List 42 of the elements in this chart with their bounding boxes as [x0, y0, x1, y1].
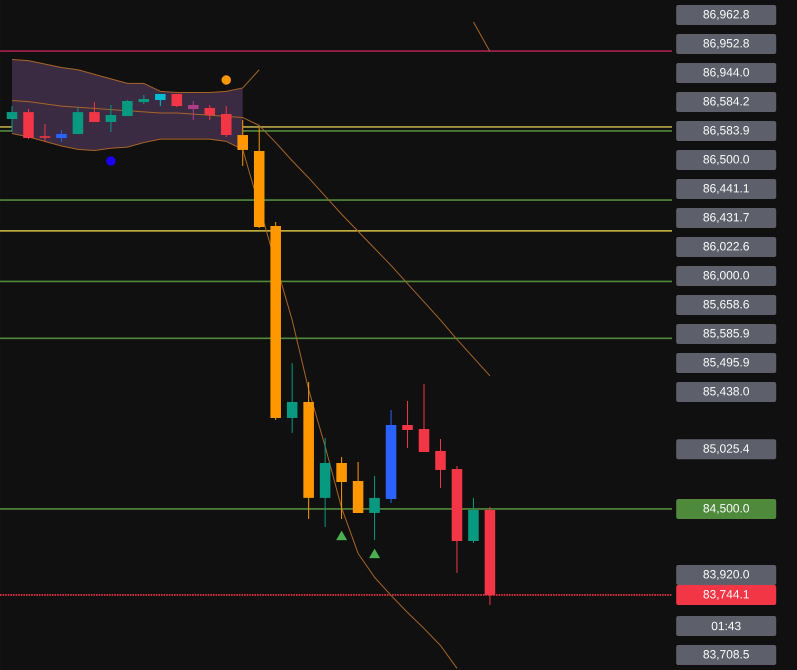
y-tick-label: 84,500.0 [703, 504, 750, 514]
candlestick [89, 102, 100, 122]
candlestick [155, 93, 166, 107]
text: 01:43 [712, 622, 741, 630]
text: 86,952.8 [703, 39, 749, 49]
text: 86,431.7 [703, 213, 749, 223]
text: 85,585.9 [703, 329, 749, 339]
candlestick [435, 438, 446, 488]
candlestick [56, 130, 67, 142]
candlestick [402, 400, 413, 448]
candlestick [6, 106, 18, 132]
candlestick [188, 100, 199, 121]
candlestick [122, 100, 133, 117]
point [369, 548, 380, 558]
text: 86,000.0 [703, 271, 750, 281]
text: 86,500.0 [703, 155, 750, 165]
candlestick [237, 120, 248, 167]
text: 85,658.6 [703, 300, 749, 310]
text: 85,438.0 [703, 387, 750, 397]
text: 86,962.8 [703, 10, 749, 20]
text: 86,944.0 [703, 68, 750, 78]
candlestick [204, 104, 216, 121]
candlestick [72, 106, 84, 135]
text: 86,022.6 [703, 242, 749, 252]
point [106, 156, 116, 166]
text: 86,584.2 [703, 97, 749, 107]
point [222, 75, 231, 85]
candlestick [106, 104, 116, 132]
text: 83,708.5 [703, 650, 749, 660]
candlestick [336, 456, 347, 520]
y-tick-label: 83,920.0 [703, 570, 750, 580]
y-tick-label: 85,025.4 [703, 444, 750, 454]
candlestick [418, 384, 430, 452]
point [336, 530, 348, 540]
text: 85,495.9 [703, 358, 749, 368]
candlestick [172, 93, 182, 108]
candlestick [369, 475, 380, 540]
text: 86,441.1 [703, 184, 749, 194]
y-tick-label: 83,744.1 [703, 590, 749, 600]
candlestick [286, 362, 298, 434]
candlestick [220, 106, 232, 138]
text: 86,583.9 [703, 126, 749, 136]
